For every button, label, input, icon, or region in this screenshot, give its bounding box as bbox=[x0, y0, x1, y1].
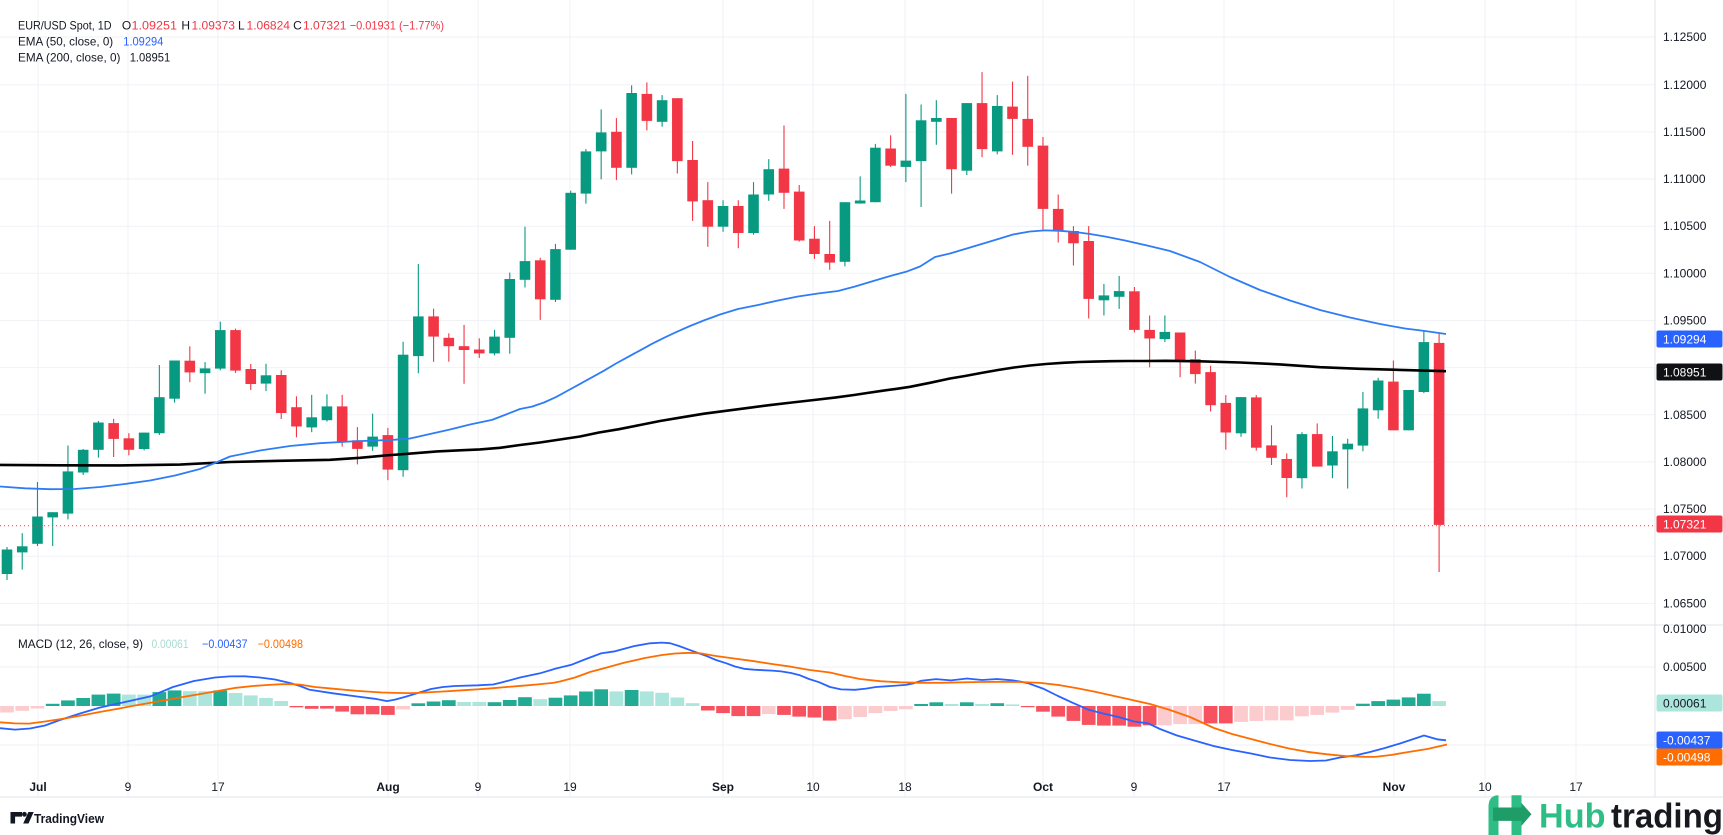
svg-text:1.08500: 1.08500 bbox=[1663, 408, 1707, 422]
svg-text:0.01000: 0.01000 bbox=[1663, 622, 1707, 636]
svg-text:18: 18 bbox=[898, 780, 912, 794]
svg-text:19: 19 bbox=[563, 780, 577, 794]
svg-text:EUR/USD Spot, 1D: EUR/USD Spot, 1D bbox=[18, 19, 112, 33]
svg-text:1.08951: 1.08951 bbox=[1663, 366, 1707, 380]
svg-text:10: 10 bbox=[806, 780, 820, 794]
svg-text:1.10000: 1.10000 bbox=[1663, 266, 1707, 280]
svg-text:1.07321: 1.07321 bbox=[303, 19, 347, 33]
svg-text:17: 17 bbox=[1217, 780, 1231, 794]
svg-text:TradingView: TradingView bbox=[34, 811, 105, 826]
svg-text:1.11500: 1.11500 bbox=[1663, 125, 1706, 139]
svg-text:0.00500: 0.00500 bbox=[1663, 660, 1707, 674]
svg-text:H: H bbox=[181, 19, 190, 33]
svg-text:1.07500: 1.07500 bbox=[1663, 502, 1707, 516]
svg-text:L: L bbox=[238, 19, 245, 33]
svg-text:0.00061: 0.00061 bbox=[1663, 697, 1707, 711]
svg-text:1.08000: 1.08000 bbox=[1663, 455, 1707, 469]
svg-text:1.06500: 1.06500 bbox=[1663, 596, 1707, 610]
svg-text:MACD (12, 26, close, 9): MACD (12, 26, close, 9) bbox=[18, 637, 143, 651]
svg-text:1.12500: 1.12500 bbox=[1663, 30, 1707, 44]
svg-text:17: 17 bbox=[1569, 780, 1583, 794]
svg-text:1.09373: 1.09373 bbox=[192, 19, 236, 33]
svg-text:1.09294: 1.09294 bbox=[1663, 333, 1707, 347]
svg-text:trading: trading bbox=[1611, 798, 1723, 835]
svg-text:10: 10 bbox=[1478, 780, 1492, 794]
svg-text:−0.00437: −0.00437 bbox=[202, 637, 248, 651]
svg-text:−0.01931 (−1.77%): −0.01931 (−1.77%) bbox=[350, 19, 444, 33]
svg-text:1.11000: 1.11000 bbox=[1663, 172, 1706, 186]
svg-text:0.00061: 0.00061 bbox=[152, 637, 189, 651]
svg-text:17: 17 bbox=[211, 780, 225, 794]
svg-text:1.09500: 1.09500 bbox=[1663, 314, 1707, 328]
svg-text:1.08951: 1.08951 bbox=[130, 51, 171, 65]
svg-text:1.06824: 1.06824 bbox=[247, 19, 291, 33]
svg-text:1.09251: 1.09251 bbox=[132, 19, 178, 33]
svg-text:O: O bbox=[122, 19, 131, 33]
svg-text:Hub: Hub bbox=[1539, 798, 1606, 835]
svg-text:-0.00498: -0.00498 bbox=[1663, 751, 1711, 765]
svg-text:Nov: Nov bbox=[1383, 780, 1406, 794]
svg-text:Oct: Oct bbox=[1033, 780, 1053, 794]
svg-text:1.09294: 1.09294 bbox=[123, 35, 163, 49]
svg-text:EMA (200, close, 0): EMA (200, close, 0) bbox=[18, 51, 120, 65]
svg-text:9: 9 bbox=[125, 780, 132, 794]
svg-text:1.12000: 1.12000 bbox=[1663, 78, 1707, 92]
svg-text:-0.00437: -0.00437 bbox=[1663, 734, 1711, 748]
svg-text:9: 9 bbox=[475, 780, 482, 794]
svg-text:Sep: Sep bbox=[712, 780, 734, 794]
svg-text:1.07321: 1.07321 bbox=[1663, 518, 1707, 532]
svg-text:−0.00498: −0.00498 bbox=[258, 637, 304, 651]
svg-text:Aug: Aug bbox=[376, 780, 399, 794]
svg-text:1.07000: 1.07000 bbox=[1663, 549, 1707, 563]
svg-text:9: 9 bbox=[1131, 780, 1138, 794]
svg-text:Jul: Jul bbox=[29, 780, 46, 794]
svg-text:1.10500: 1.10500 bbox=[1663, 219, 1707, 233]
svg-text:C: C bbox=[293, 19, 302, 33]
svg-text:EMA (50, close, 0): EMA (50, close, 0) bbox=[18, 35, 113, 49]
